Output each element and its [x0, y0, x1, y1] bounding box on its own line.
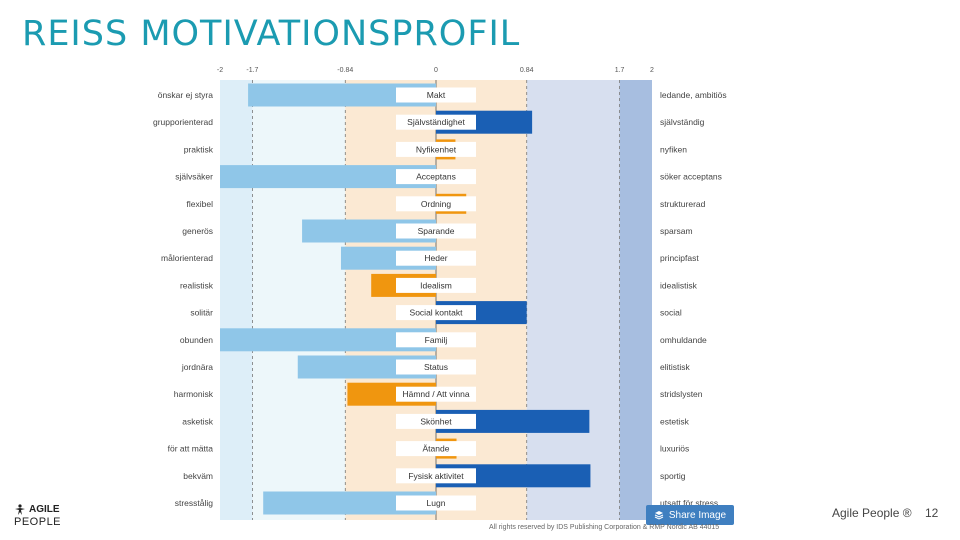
tick-label: -2: [217, 67, 223, 74]
center-label-box: [396, 87, 476, 103]
zone-mid-left: [252, 80, 346, 520]
right-label: elitistisk: [660, 362, 691, 372]
center-label-box: [396, 441, 476, 457]
bar: [436, 155, 456, 160]
center-label-box: [396, 413, 476, 429]
right-label: sparsam: [660, 226, 693, 236]
right-label: stridslysten: [660, 389, 703, 399]
right-label: nyfiken: [660, 144, 687, 154]
zone-mid-right: [526, 80, 620, 520]
bar: [436, 438, 457, 443]
right-label: idealistisk: [660, 280, 698, 290]
center-label-box: [396, 169, 476, 185]
zone-outer-right: [619, 80, 652, 520]
center-label: Ordning: [421, 199, 452, 209]
center-label: Social kontakt: [410, 308, 464, 318]
left-label: flexibel: [187, 199, 214, 209]
bar: [220, 328, 436, 352]
bar: [248, 83, 436, 107]
center-label-box: [396, 305, 476, 321]
row-labels: Makt önskar ej styra ledande, ambitiös Själ…: [153, 87, 727, 511]
left-label: obunden: [180, 335, 213, 345]
center-label: Nyfikenhet: [416, 144, 457, 154]
footer-brand: Agile People ®: [832, 506, 912, 520]
right-label: luxuriös: [660, 444, 689, 454]
center-label: Makt: [427, 90, 446, 100]
agile-figure-icon: [15, 504, 25, 515]
center-label: Idealism: [420, 280, 452, 290]
center-label: Fysisk aktivitet: [408, 471, 464, 481]
bar: [436, 209, 467, 214]
tick-label: 2: [650, 67, 654, 74]
center-label-box: [396, 468, 476, 484]
bar: [263, 491, 436, 515]
center-label: Hämnd / Att vinna: [402, 389, 469, 399]
left-label: harmonisk: [174, 389, 214, 399]
right-label: söker acceptans: [660, 172, 722, 182]
center-label: Acceptans: [416, 172, 456, 182]
right-label: utsatt för stress: [660, 498, 718, 508]
center-label: Status: [424, 362, 448, 372]
center-label: Familj: [425, 335, 448, 345]
tick-label: 1.7: [615, 67, 625, 74]
left-label: grupporienterad: [153, 117, 213, 127]
center-label: Heder: [424, 253, 447, 263]
center-label-box: [396, 250, 476, 266]
left-label: generös: [182, 226, 213, 236]
left-label: jordnära: [181, 362, 213, 372]
bar: [220, 165, 436, 189]
share-image-label: Share Image: [668, 509, 727, 521]
logo-line2: PEOPLE: [14, 516, 62, 528]
logo: AGILE PEOPLE: [14, 504, 74, 532]
left-label: målorienterad: [161, 253, 213, 263]
center-label-box: [396, 332, 476, 348]
left-label: bekväm: [183, 471, 213, 481]
center-label: Självständighet: [407, 117, 465, 127]
zone-outer-left: [220, 80, 253, 520]
center-label-box: [396, 141, 476, 157]
share-image-button[interactable]: Share Image: [646, 505, 734, 525]
right-label: strukturerad: [660, 199, 706, 209]
center-label-box: [396, 277, 476, 293]
copyright-text: All rights reserved by IDS Publishing Co…: [489, 524, 720, 531]
center-label-box: [396, 386, 476, 402]
left-label: önskar ej styra: [158, 90, 214, 100]
right-label: social: [660, 308, 682, 318]
left-label: stresstålig: [175, 498, 214, 508]
tick-label: 0.84: [520, 67, 534, 74]
center-label: Ätande: [423, 444, 450, 454]
left-label: realistisk: [180, 280, 214, 290]
left-label: praktisk: [184, 144, 214, 154]
center-label-box: [396, 495, 476, 511]
center-label-box: [396, 114, 476, 130]
center-label-box: [396, 223, 476, 239]
left-label: självsäker: [175, 172, 213, 182]
center-label-box: [396, 196, 476, 212]
right-label: sportig: [660, 471, 686, 481]
center-label: Lugn: [427, 498, 446, 508]
tick-label: -0.84: [337, 67, 353, 74]
right-label: estetisk: [660, 416, 690, 426]
layers-icon: [654, 511, 664, 520]
page-title: REISS MOTIVATIONSPROFIL: [22, 14, 521, 54]
logo-line1: AGILE: [29, 504, 60, 515]
bar: [436, 193, 467, 198]
center-label-box: [396, 359, 476, 375]
right-label: självständig: [660, 117, 705, 127]
right-label: ledande, ambitiös: [660, 90, 727, 100]
left-label: solitär: [190, 308, 213, 318]
center-label: Sparande: [418, 226, 455, 236]
bar: [436, 454, 457, 459]
page-number: 12: [925, 506, 939, 520]
center-label: Skönhet: [420, 416, 452, 426]
tick-labels: -2 -1.7 -0.84 0 0.84 1.7 2: [217, 67, 654, 74]
right-label: omhuldande: [660, 335, 707, 345]
tick-label: -1.7: [246, 67, 258, 74]
left-label: asketisk: [182, 416, 213, 426]
left-label: för att mätta: [168, 444, 214, 454]
right-label: principfast: [660, 253, 699, 263]
tick-label: 0: [434, 67, 438, 74]
bar: [436, 139, 456, 144]
